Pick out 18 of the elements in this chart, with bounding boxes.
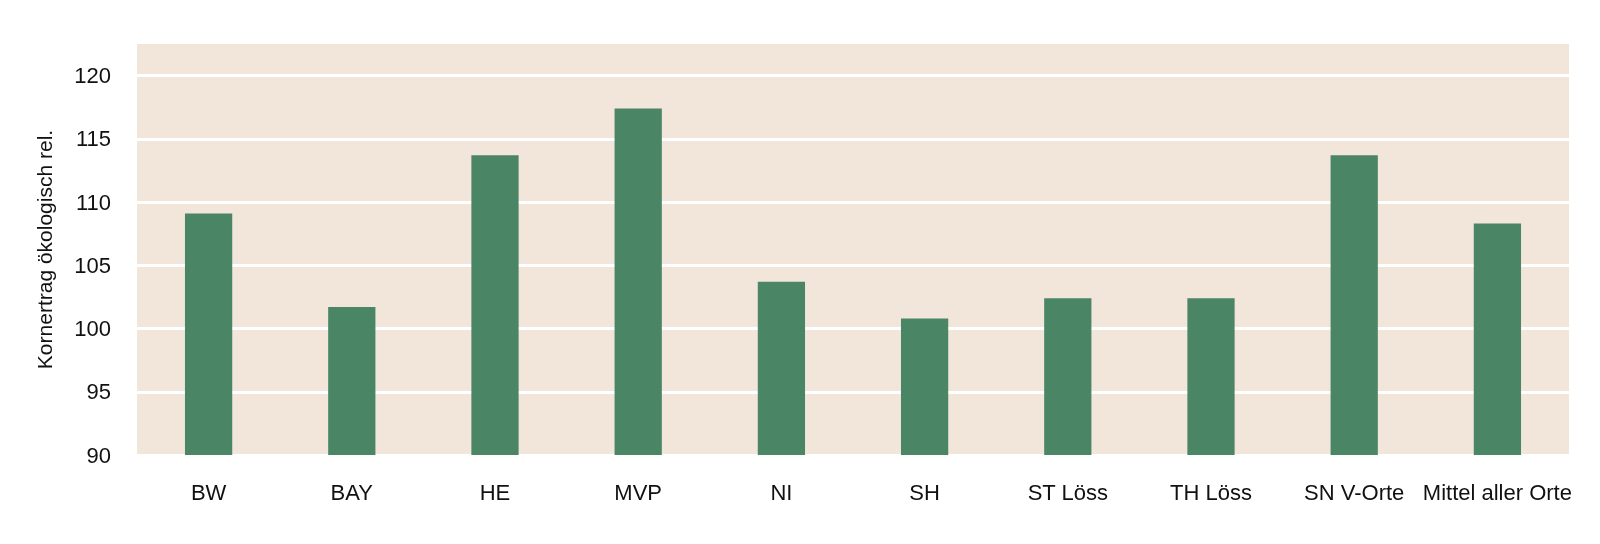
x-tick-label: BAY	[330, 479, 374, 505]
y-tick-label: 105	[74, 252, 111, 278]
y-tick-label: 100	[74, 316, 111, 342]
y-tick-label: 115	[75, 126, 111, 152]
x-tick-label: SH	[909, 479, 940, 505]
x-tick-label: ST Löss	[1027, 479, 1108, 505]
x-tick-label: MVP	[614, 479, 663, 505]
x-tick-label: NI	[770, 479, 793, 505]
x-tick-label: Mittel aller Orte	[1422, 479, 1572, 505]
x-tick-label: HE	[479, 479, 511, 505]
y-tick-label: 90	[86, 442, 111, 468]
y-tick-label: 120	[74, 63, 111, 89]
x-tick-label: BW	[190, 479, 227, 505]
y-tick-label: 110	[75, 189, 111, 215]
x-tick-label: SN V-Orte	[1304, 479, 1405, 505]
y-axis-title: Kornertrag ökologisch rel.	[33, 129, 56, 370]
x-tick-label: TH Löss	[1170, 479, 1252, 505]
y-tick-label: 95	[86, 379, 111, 405]
